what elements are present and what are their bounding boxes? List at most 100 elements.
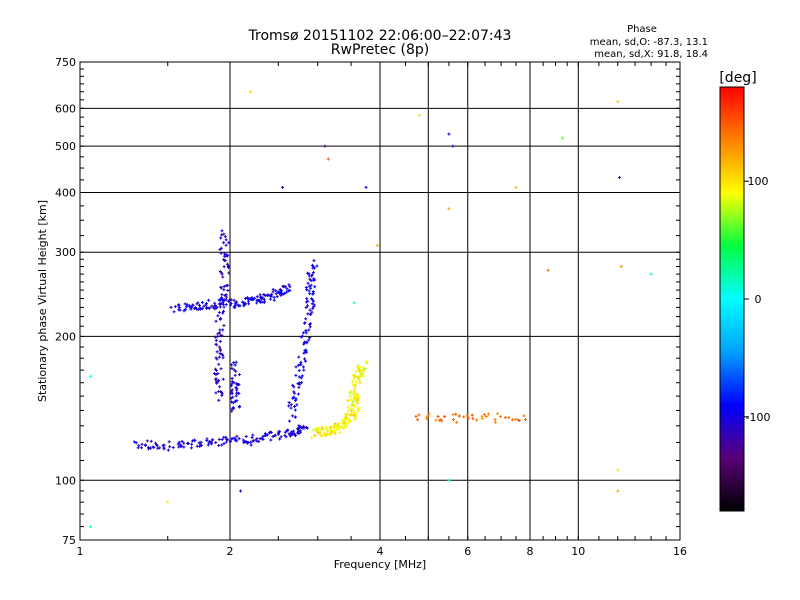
trace-point	[287, 401, 291, 405]
trace-point	[183, 302, 187, 306]
trace-point	[308, 277, 312, 281]
trace-point	[337, 427, 341, 431]
trace-point	[322, 431, 326, 435]
scatter-point	[561, 136, 565, 140]
trace-point	[230, 363, 234, 367]
trace-point	[524, 417, 528, 421]
trace-point	[246, 297, 250, 301]
trace-point	[291, 383, 295, 387]
trace-point	[167, 440, 171, 444]
trace-point	[361, 366, 365, 370]
scatter-point	[619, 265, 623, 269]
trace-point	[354, 398, 358, 402]
trace-point	[294, 397, 298, 401]
trace-point	[231, 401, 235, 405]
trace-point	[258, 293, 262, 297]
trace-point	[333, 422, 337, 426]
colorbar-tick-label: 0	[755, 293, 762, 306]
trace-point	[219, 286, 223, 290]
trace-point	[234, 360, 238, 364]
y-tick-label: 300	[55, 246, 76, 259]
trace-point	[192, 438, 196, 442]
trace-point	[177, 303, 181, 307]
trace-point	[232, 368, 236, 372]
trace-point	[222, 232, 226, 236]
trace-point	[263, 293, 267, 297]
trace-point	[287, 432, 291, 436]
trace-point	[136, 446, 140, 450]
trace-point	[225, 262, 229, 266]
trace-point	[238, 373, 242, 377]
trace-point	[261, 434, 265, 438]
trace-point	[300, 374, 304, 378]
trace-point	[289, 403, 293, 407]
trace-point	[218, 316, 222, 320]
trace-point	[250, 436, 254, 440]
trace-point	[279, 435, 283, 439]
trace-point	[237, 405, 241, 409]
trace-point	[222, 323, 226, 327]
trace-point	[303, 321, 307, 325]
trace-point	[219, 251, 223, 255]
trace-point	[352, 403, 356, 407]
trace-point	[233, 436, 237, 440]
trace-point	[271, 287, 275, 291]
trace-point	[257, 439, 261, 443]
trace-point	[284, 435, 288, 439]
trace-point	[180, 439, 184, 443]
trace-point	[222, 258, 226, 262]
trace-point	[188, 305, 192, 309]
x-tick-label: 2	[227, 545, 234, 558]
trace-point	[217, 444, 221, 448]
trace-point	[316, 431, 320, 435]
trace-point	[417, 413, 421, 417]
trace-point	[313, 285, 317, 289]
x-axis: 1 2 4 6 8 10 16	[77, 62, 687, 558]
scatter-point	[447, 132, 451, 136]
trace-point	[308, 322, 312, 326]
trace-point	[462, 415, 466, 419]
trace-point	[356, 395, 360, 399]
trace-point	[346, 405, 350, 409]
trace-point	[266, 433, 270, 437]
trace-point	[325, 429, 329, 433]
trace-point	[350, 380, 354, 384]
trace-point	[287, 404, 291, 408]
trace-point	[169, 305, 173, 309]
trace-point	[221, 275, 225, 279]
trace-point	[291, 414, 295, 418]
trace-point	[218, 331, 222, 335]
trace-point	[249, 443, 253, 447]
trace-point	[216, 314, 220, 318]
trace-point	[235, 439, 239, 443]
trace-point	[217, 345, 221, 349]
trace-point	[233, 304, 237, 308]
trace-point	[465, 414, 469, 418]
trace-point	[349, 389, 353, 393]
trace-point	[259, 295, 263, 299]
trace-point	[455, 420, 459, 424]
trace-point	[215, 350, 219, 354]
trace-point	[270, 293, 274, 297]
trace-point	[308, 308, 312, 312]
trace-point	[182, 441, 186, 445]
trace-point	[250, 298, 254, 302]
trace-point	[234, 386, 238, 390]
trace-point	[287, 283, 291, 287]
trace-point	[220, 438, 224, 442]
trace-point	[288, 285, 292, 289]
trace-point	[199, 440, 203, 444]
trace-point	[328, 425, 332, 429]
trace-point	[321, 428, 325, 432]
trace-point	[207, 298, 211, 302]
trace-point	[306, 304, 310, 308]
colorbar-tick-label: -100	[746, 411, 771, 424]
trace-point	[229, 389, 233, 393]
trace-point	[325, 432, 329, 436]
trace-point	[278, 437, 282, 441]
trace-point	[244, 440, 248, 444]
scatter-point	[618, 175, 622, 179]
trace-point	[303, 340, 307, 344]
trace-point	[289, 406, 293, 410]
trace-point	[348, 394, 352, 398]
